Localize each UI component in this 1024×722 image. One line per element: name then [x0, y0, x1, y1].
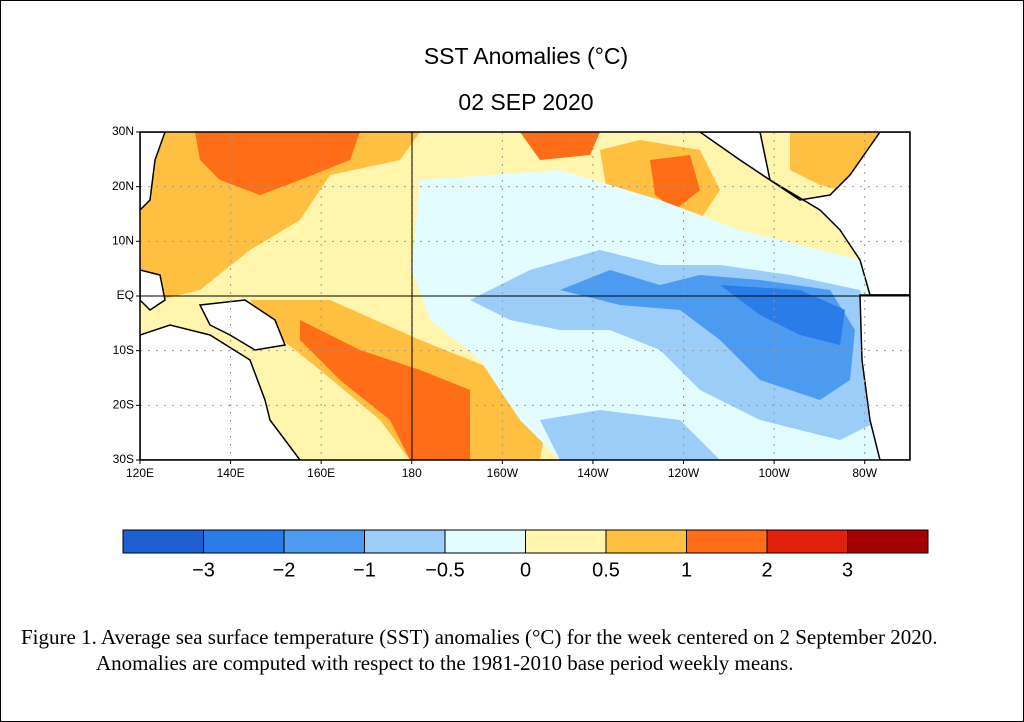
colorbar-swatch [525, 529, 607, 554]
colorbar-swatch [444, 529, 526, 554]
lon-label: 180 [402, 466, 422, 480]
figure-caption: Figure 1. Average sea surface temperatur… [21, 625, 938, 675]
colorbar-label: 3 [842, 559, 853, 581]
lat-label: 10N [112, 234, 134, 248]
figure: SST Anomalies (°C) 02 SEP 2020 [112, 43, 929, 581]
colorbar-label: −1 [353, 559, 376, 581]
lon-label: 160E [307, 466, 335, 480]
colorbar-label: 0.5 [592, 559, 620, 581]
map-title: SST Anomalies (°C) [424, 43, 628, 69]
colorbar: −3 −2 −1 −0.5 0 0.5 1 2 3 [122, 529, 929, 581]
colorbar-swatch [605, 529, 687, 554]
colorbar-swatch [847, 529, 929, 554]
colorbar-label: 1 [681, 559, 692, 581]
colorbar-label: 0 [520, 559, 531, 581]
lon-label: 120W [668, 466, 700, 480]
colorbar-swatch [686, 529, 768, 554]
colorbar-swatch [283, 529, 365, 554]
lon-label: 160W [487, 466, 519, 480]
lat-label: 20S [113, 398, 134, 412]
lon-label: 80W [852, 466, 877, 480]
lat-label: 20N [112, 179, 134, 193]
lat-label: EQ [117, 288, 134, 302]
colorbar-label: −0.5 [425, 559, 464, 581]
lon-label: 100W [758, 466, 790, 480]
lon-label: 140E [217, 466, 245, 480]
lat-label: 30N [112, 124, 134, 138]
lat-label: 10S [113, 343, 134, 357]
colorbar-swatch [766, 529, 848, 554]
map-subtitle: 02 SEP 2020 [458, 89, 593, 115]
colorbar-swatch [364, 529, 446, 554]
colorbar-label: −3 [192, 559, 215, 581]
colorbar-swatch [122, 529, 204, 554]
colorbar-label: 2 [761, 559, 772, 581]
colorbar-swatch [203, 529, 285, 554]
lon-label: 140W [577, 466, 609, 480]
lon-label: 120E [126, 466, 154, 480]
colorbar-label: −2 [273, 559, 296, 581]
lat-label: 30S [113, 452, 134, 466]
